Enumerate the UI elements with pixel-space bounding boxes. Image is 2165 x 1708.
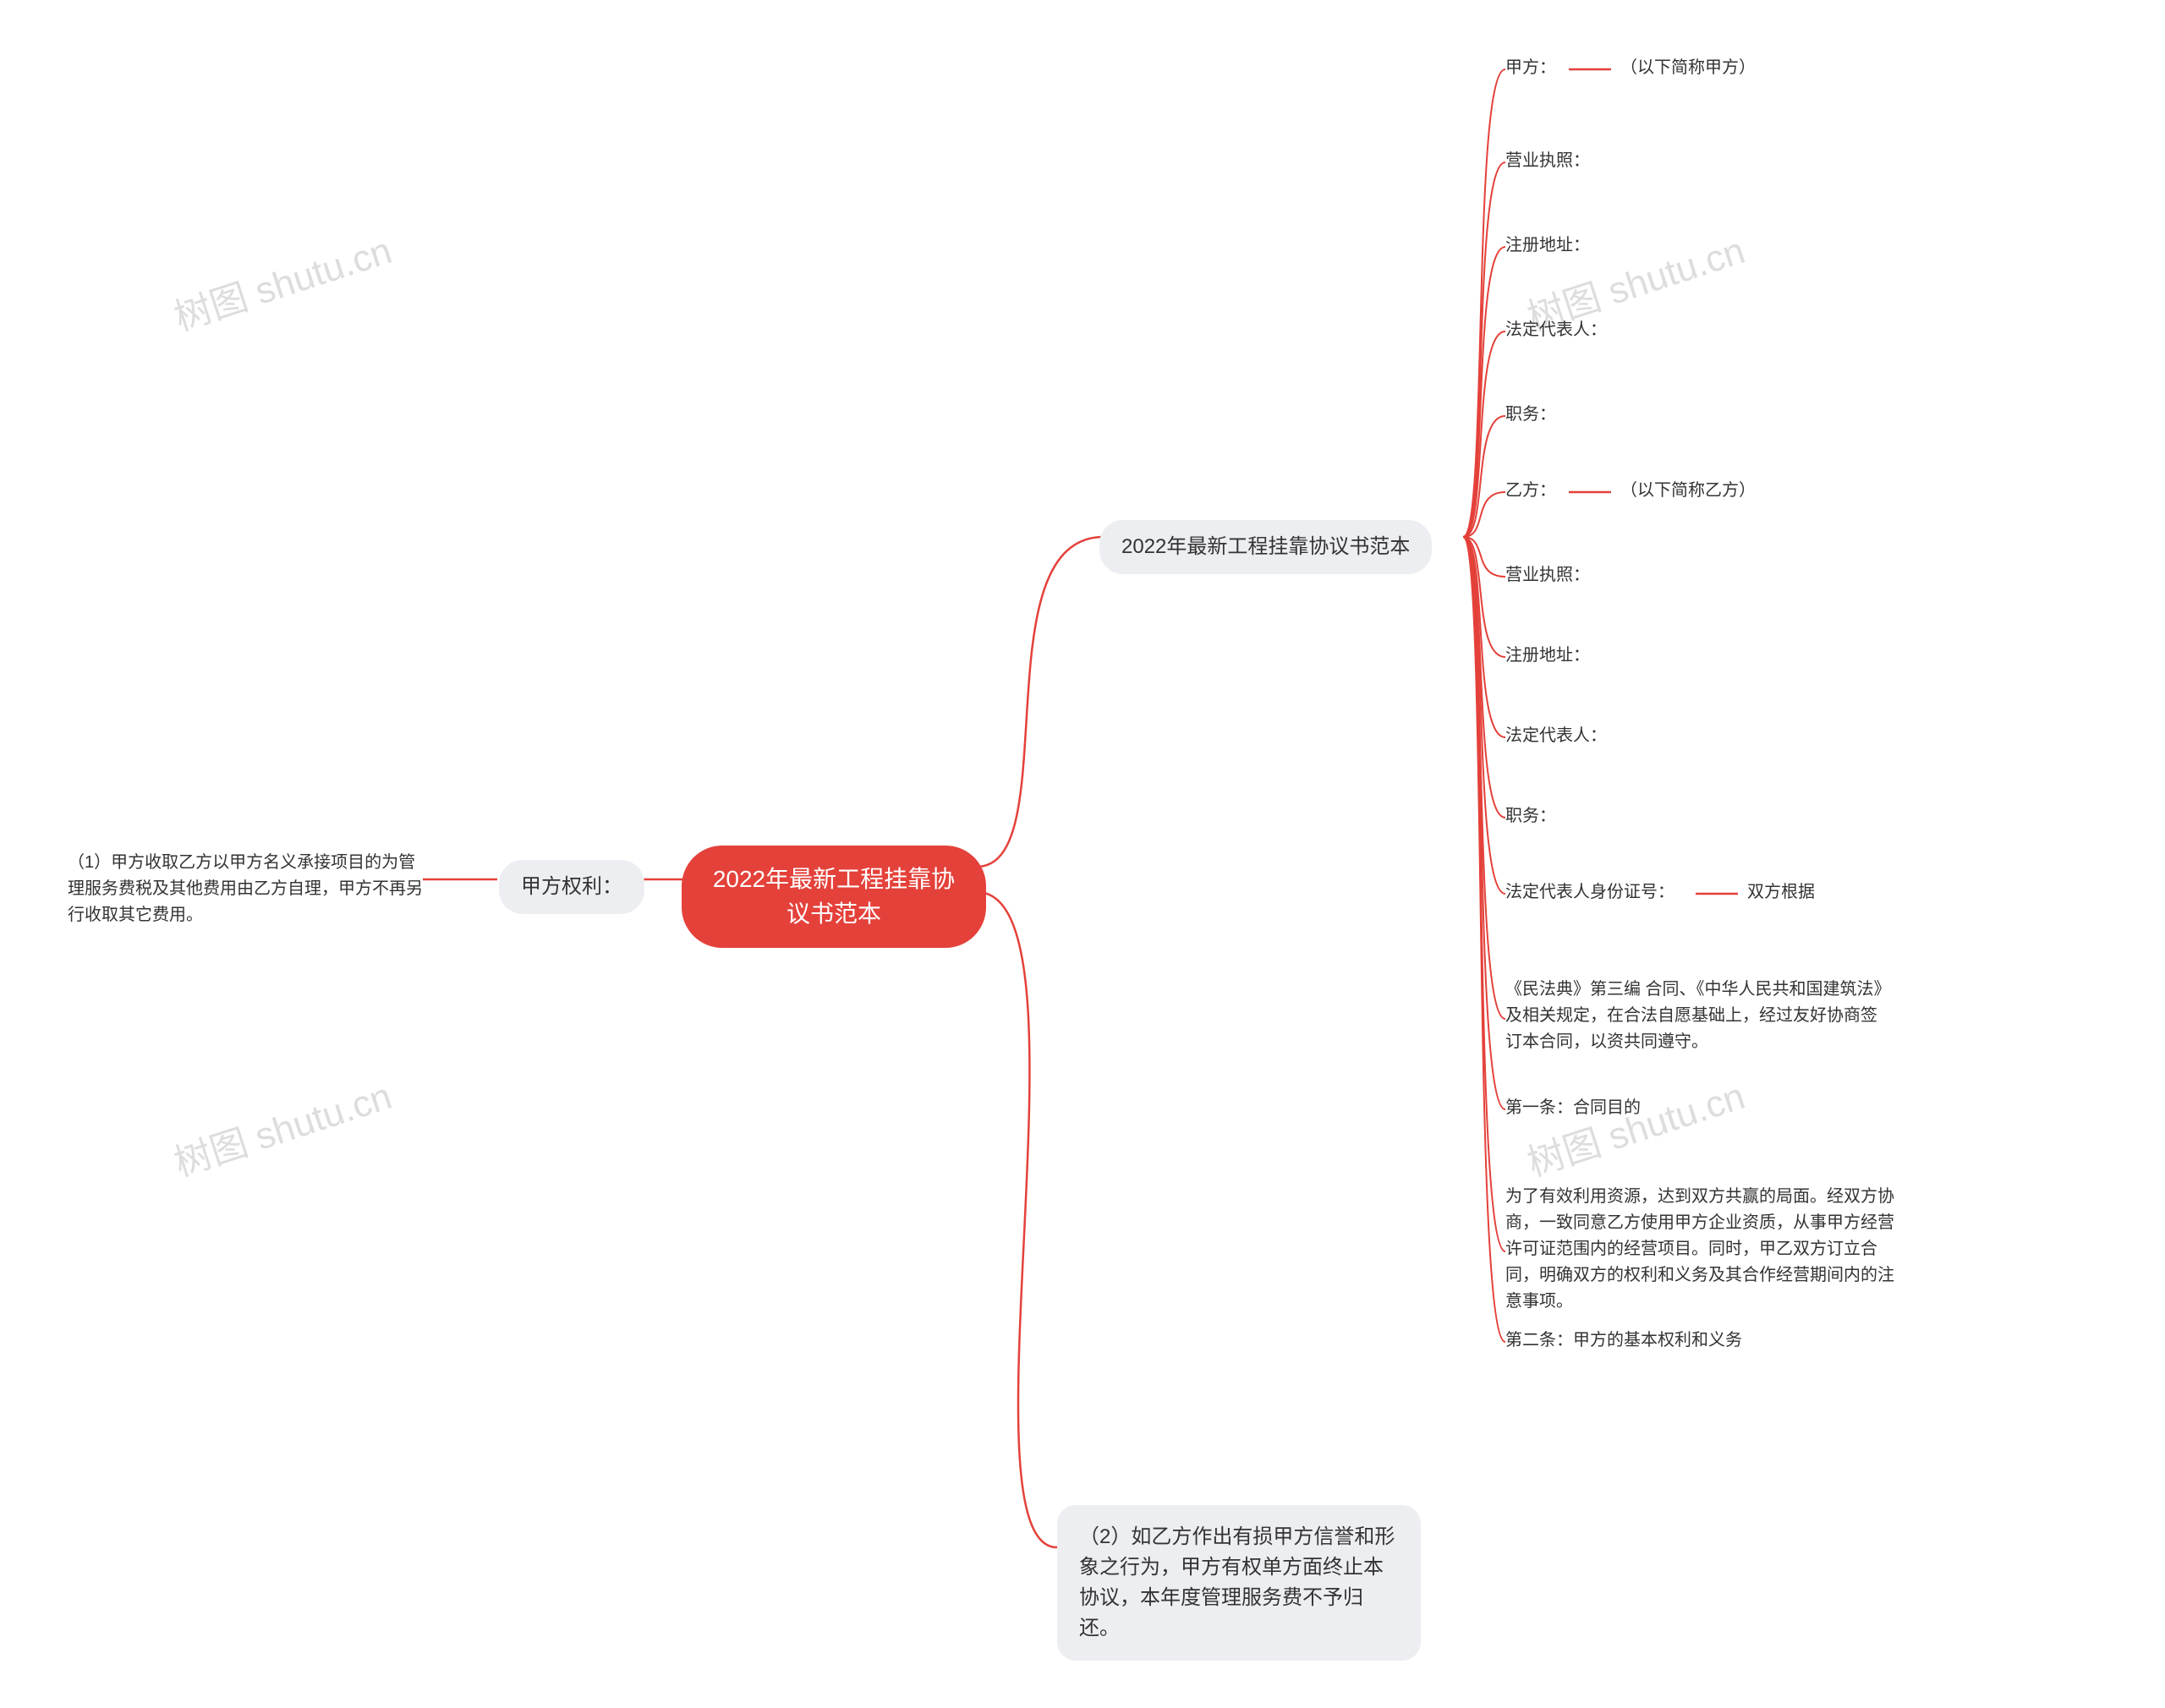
left-leaf-label: （1）甲方收取乙方以甲方名义承接项目的为管理服务费税及其他费用由乙方自理，甲方不… bbox=[68, 850, 423, 928]
right-leaf-6-label: 营业执照： bbox=[1505, 562, 1590, 588]
left-topic-label: 甲方权利： bbox=[521, 872, 622, 902]
right-leaf-2-label: 注册地址： bbox=[1505, 233, 1590, 259]
watermark: 树图 shutu.cn bbox=[167, 220, 397, 341]
left-topic-node[interactable]: 甲方权利： bbox=[499, 860, 644, 914]
right-leaf-0-tail[interactable]: （以下简称甲方） bbox=[1620, 55, 1891, 81]
right-leaf-11-label: 《民法典》第三编 合同、《中华人民共和国建筑法》及相关规定，在合法自愿基础上，经… bbox=[1505, 977, 1886, 1055]
right-leaf-4-label: 职务： bbox=[1505, 402, 1556, 428]
right-leaf-10-tail[interactable]: 双方根据 bbox=[1747, 879, 1916, 906]
right-leaf-5-tail[interactable]: （以下简称乙方） bbox=[1620, 478, 1891, 504]
right-leaf-9[interactable]: 职务： bbox=[1505, 803, 1877, 829]
right-leaf-5-tail-label: （以下简称乙方） bbox=[1620, 478, 1756, 504]
right-leaf-13-label: 为了有效利用资源，达到双方共赢的局面。经双方协商，一致同意乙方使用甲方企业资质，… bbox=[1505, 1184, 1894, 1315]
right-topic-node[interactable]: 2022年最新工程挂靠协议书范本 bbox=[1099, 520, 1432, 574]
right-leaf-10-label: 法定代表人身份证号： bbox=[1505, 879, 1674, 906]
right-topic-label: 2022年最新工程挂靠协议书范本 bbox=[1121, 532, 1410, 562]
right-leaf-13[interactable]: 为了有效利用资源，达到双方共赢的局面。经双方协商，一致同意乙方使用甲方企业资质，… bbox=[1505, 1184, 1894, 1315]
center-node-label: 2022年最新工程挂靠协议书范本 bbox=[712, 862, 956, 931]
right-leaf-8-label: 法定代表人： bbox=[1505, 723, 1607, 749]
right-leaf-6[interactable]: 营业执照： bbox=[1505, 562, 1877, 588]
right-leaf-12-label: 第一条：合同目的 bbox=[1505, 1095, 1641, 1121]
right-leaf-14-label: 第二条：甲方的基本权利和义务 bbox=[1505, 1328, 1742, 1354]
right-leaf-8[interactable]: 法定代表人： bbox=[1505, 723, 1877, 749]
right-leaf-7[interactable]: 注册地址： bbox=[1505, 643, 1877, 669]
right-leaf-1-label: 营业执照： bbox=[1505, 148, 1590, 174]
right-leaf-1[interactable]: 营业执照： bbox=[1505, 148, 1877, 174]
right-leaf-5-label: 乙方： bbox=[1505, 478, 1556, 504]
right-leaf-14[interactable]: 第二条：甲方的基本权利和义务 bbox=[1505, 1328, 1877, 1354]
right-leaf-0-label: 甲方： bbox=[1505, 55, 1556, 81]
right-leaf-9-label: 职务： bbox=[1505, 803, 1556, 829]
right-leaf-2[interactable]: 注册地址： bbox=[1505, 233, 1877, 259]
right-leaf-0-tail-label: （以下简称甲方） bbox=[1620, 55, 1756, 81]
right-leaf-3-label: 法定代表人： bbox=[1505, 317, 1607, 343]
center-node[interactable]: 2022年最新工程挂靠协议书范本 bbox=[682, 846, 986, 948]
right-leaf-10-tail-label: 双方根据 bbox=[1747, 879, 1815, 906]
right-leaf-7-label: 注册地址： bbox=[1505, 643, 1590, 669]
right-leaf-3[interactable]: 法定代表人： bbox=[1505, 317, 1877, 343]
bottom-topic-node[interactable]: （2）如乙方作出有损甲方信誉和形象之行为，甲方有权单方面终止本协议，本年度管理服… bbox=[1057, 1505, 1421, 1661]
watermark: 树图 shutu.cn bbox=[167, 1065, 397, 1186]
watermark: 树图 shutu.cn bbox=[1520, 1065, 1751, 1186]
bottom-topic-label: （2）如乙方作出有损甲方信誉和形象之行为，甲方有权单方面终止本协议，本年度管理服… bbox=[1079, 1522, 1399, 1644]
right-leaf-11[interactable]: 《民法典》第三编 合同、《中华人民共和国建筑法》及相关规定，在合法自愿基础上，经… bbox=[1505, 977, 1886, 1055]
left-leaf-node[interactable]: （1）甲方收取乙方以甲方名义承接项目的为管理服务费税及其他费用由乙方自理，甲方不… bbox=[68, 850, 423, 928]
right-leaf-12[interactable]: 第一条：合同目的 bbox=[1505, 1095, 1877, 1121]
right-leaf-4[interactable]: 职务： bbox=[1505, 402, 1877, 428]
